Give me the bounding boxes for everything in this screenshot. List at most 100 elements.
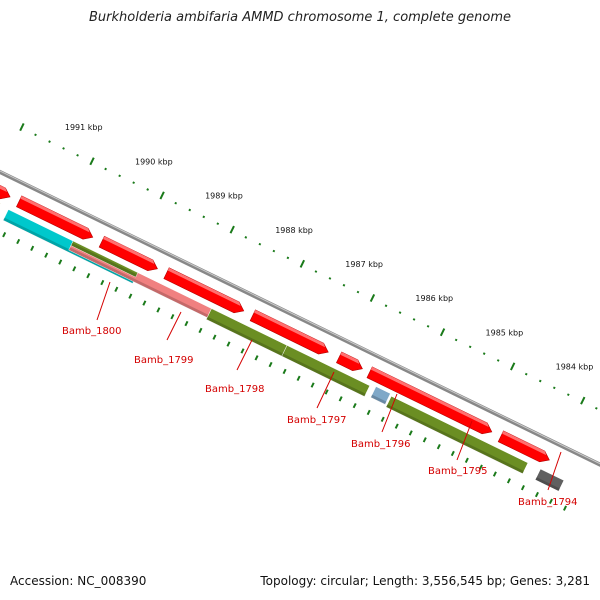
inner-tick — [408, 430, 413, 436]
inner-tick — [156, 307, 161, 313]
ruler-tick — [159, 191, 165, 200]
gene-bar-shade — [70, 242, 137, 278]
ruler-ticks — [19, 123, 598, 410]
cds-arrow-highlight — [20, 195, 90, 233]
gene-label[interactable]: Bamb_1800 — [62, 326, 122, 337]
ruler-labels: 1991 kbp 1990 kbp 1989 kbp 1988 kbp 1987 kbp… — [65, 123, 593, 371]
inner-tick — [282, 368, 287, 375]
ruler-tick — [538, 379, 542, 383]
ruler-tick — [510, 362, 516, 371]
inner-tick — [422, 437, 427, 443]
inner-tick — [380, 416, 385, 422]
inner-tick — [226, 341, 231, 347]
inner-tick — [184, 320, 189, 327]
inner-tick — [100, 279, 105, 286]
gene-bar[interactable] — [385, 395, 529, 474]
ruler-tick — [188, 208, 192, 212]
inner-tick — [492, 471, 497, 477]
gene-bar[interactable] — [370, 386, 391, 405]
inner-tick — [16, 238, 21, 245]
ruler-tick — [595, 407, 598, 410]
inner-tick — [394, 423, 399, 429]
backbone-line — [0, 169, 600, 467]
cds-arrow[interactable] — [98, 235, 158, 272]
cds-arrow-highlight — [103, 236, 155, 264]
ruler-tick — [132, 181, 135, 185]
ruler-tick — [314, 270, 318, 273]
inner-tick — [520, 485, 525, 491]
gene-labels: Bamb_1800 Bamb_1799 Bamb_1798 Bamb_1797 Bamb… — [62, 281, 578, 508]
ruler-tick — [426, 324, 430, 328]
ruler-tick — [174, 201, 178, 205]
ruler-tick — [328, 277, 332, 280]
gene-label[interactable]: Bamb_1795 — [428, 466, 488, 477]
inner-tick — [436, 443, 441, 450]
ruler-tick — [552, 386, 556, 390]
inner-tick — [268, 361, 273, 368]
cds-arrow-highlight — [254, 309, 326, 348]
ruler-tick — [356, 290, 360, 294]
inner-ticks — [2, 231, 567, 511]
cds-arrow[interactable] — [336, 351, 363, 371]
ruler-tick — [384, 304, 388, 308]
ruler-tick — [229, 225, 235, 234]
gene-leader-line — [316, 371, 335, 409]
inner-tick — [212, 334, 217, 340]
genome-stats: Topology: circular; Length: 3,556,545 bp… — [260, 574, 590, 588]
ruler-label: 1990 kbp — [135, 157, 173, 166]
ruler-tick — [216, 222, 220, 226]
gene-label[interactable]: Bamb_1794 — [518, 497, 578, 508]
gene-label[interactable]: Bamb_1798 — [205, 384, 265, 395]
cds-arrow-highlight — [0, 185, 7, 193]
gene-bar[interactable] — [281, 345, 371, 397]
gene-label[interactable]: Bamb_1799 — [134, 355, 194, 366]
gene-leader-line — [236, 339, 253, 371]
ruler-label: 1989 kbp — [205, 192, 243, 201]
ruler-tick — [299, 259, 305, 268]
inner-tick — [464, 457, 469, 464]
inner-tick — [478, 464, 483, 470]
inner-tick — [240, 348, 245, 354]
gene-bar-shade — [68, 247, 209, 318]
gene-leader-line — [547, 451, 562, 491]
genome-title: Burkholderia ambifaria AMMD chromosome 1… — [88, 10, 512, 25]
backbone-highlight — [0, 170, 600, 465]
ruler-label: 1986 kbp — [415, 294, 453, 303]
inner-tick — [310, 382, 315, 388]
ruler-label: 1984 kbp — [556, 363, 594, 372]
ruler-label: 1985 kbp — [486, 328, 524, 337]
gene-leader-line — [456, 420, 473, 461]
reverse-gene-track — [0, 203, 565, 492]
ruler-tick — [34, 133, 37, 137]
gene-bar[interactable] — [534, 468, 565, 492]
ruler-tick — [524, 372, 528, 376]
gene-leader-line — [166, 311, 182, 341]
inner-tick — [338, 396, 343, 402]
ruler-tick — [19, 123, 25, 132]
cds-arrow[interactable] — [366, 366, 493, 435]
ruler-tick — [48, 140, 51, 143]
ruler-tick — [398, 311, 402, 314]
cds-arrow-highlight — [340, 351, 360, 364]
inner-tick — [563, 505, 567, 511]
inner-tick — [548, 498, 553, 505]
ruler-tick — [258, 242, 262, 246]
forward-cds-track — [0, 185, 550, 463]
inner-tick — [366, 409, 371, 416]
accession-label: Accession: NC_008390 — [10, 574, 147, 588]
gene-label[interactable]: Bamb_1797 — [287, 415, 347, 426]
ruler-tick — [439, 328, 446, 337]
cds-arrow[interactable] — [16, 195, 94, 240]
gene-bar[interactable] — [70, 240, 139, 278]
inner-tick — [534, 491, 539, 498]
ruler-tick — [369, 293, 376, 303]
inner-tick — [72, 266, 77, 272]
ruler-tick — [104, 167, 107, 171]
ruler-tick — [566, 393, 570, 397]
gene-leader-line — [96, 281, 111, 321]
inner-tick — [86, 273, 91, 279]
gene-label[interactable]: Bamb_1796 — [351, 439, 411, 450]
gene-bar-shade — [535, 477, 560, 492]
inner-tick — [30, 245, 35, 252]
